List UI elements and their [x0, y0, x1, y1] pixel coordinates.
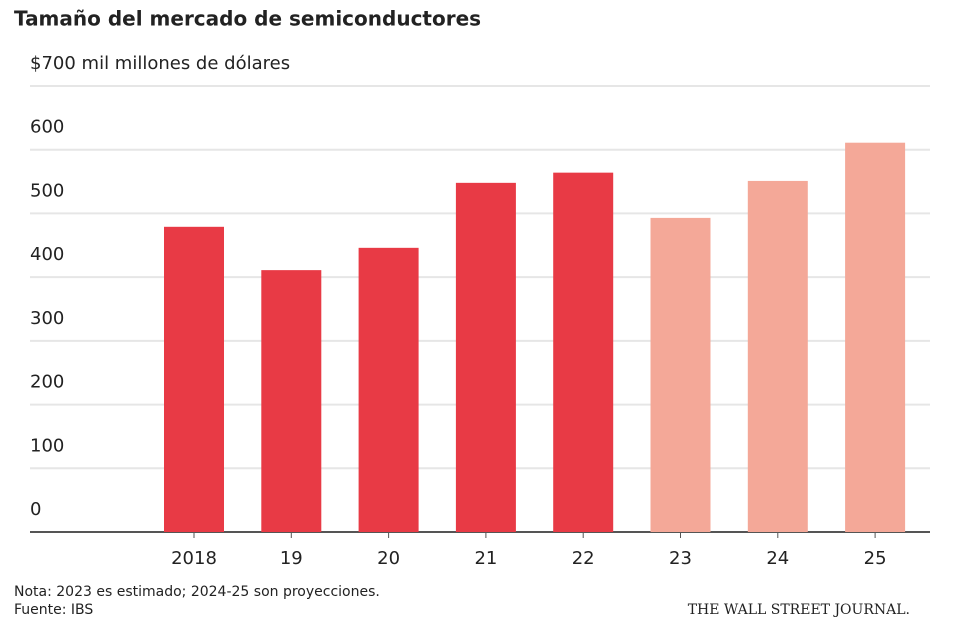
bar	[845, 142, 906, 532]
bar	[553, 172, 614, 532]
y-tick-label: 600	[30, 117, 64, 138]
y-tick-label: 100	[30, 435, 64, 456]
note: Nota: 2023 es estimado; 2024-25 son proy…	[14, 584, 380, 600]
x-tick-label: 2018	[171, 548, 217, 569]
x-tick-label: 22	[572, 548, 595, 569]
x-tick-label: 20	[377, 548, 400, 569]
x-tick-label: 24	[766, 548, 789, 569]
chart-title: Tamaño del mercado de semiconductores	[14, 7, 481, 31]
y-tick-label: 500	[30, 180, 64, 201]
bar	[455, 182, 516, 533]
bar	[358, 247, 419, 532]
y-tick-label: $700 mil millones de dólares	[30, 53, 290, 74]
x-tick-label: 25	[864, 548, 887, 569]
bar	[747, 180, 808, 533]
x-tick-label: 23	[669, 548, 692, 569]
x-tick-label: 19	[280, 548, 303, 569]
y-tick-label: 300	[30, 308, 64, 329]
bar	[261, 270, 322, 532]
source: Fuente: IBS	[14, 602, 93, 618]
y-tick-label: 400	[30, 244, 64, 265]
y-tick-label: 0	[30, 499, 41, 520]
x-tick-label: 21	[474, 548, 497, 569]
y-tick-label: 200	[30, 372, 64, 393]
credit: THE WALL STREET JOURNAL.	[688, 602, 910, 618]
bar	[650, 217, 711, 533]
bar	[164, 226, 224, 532]
